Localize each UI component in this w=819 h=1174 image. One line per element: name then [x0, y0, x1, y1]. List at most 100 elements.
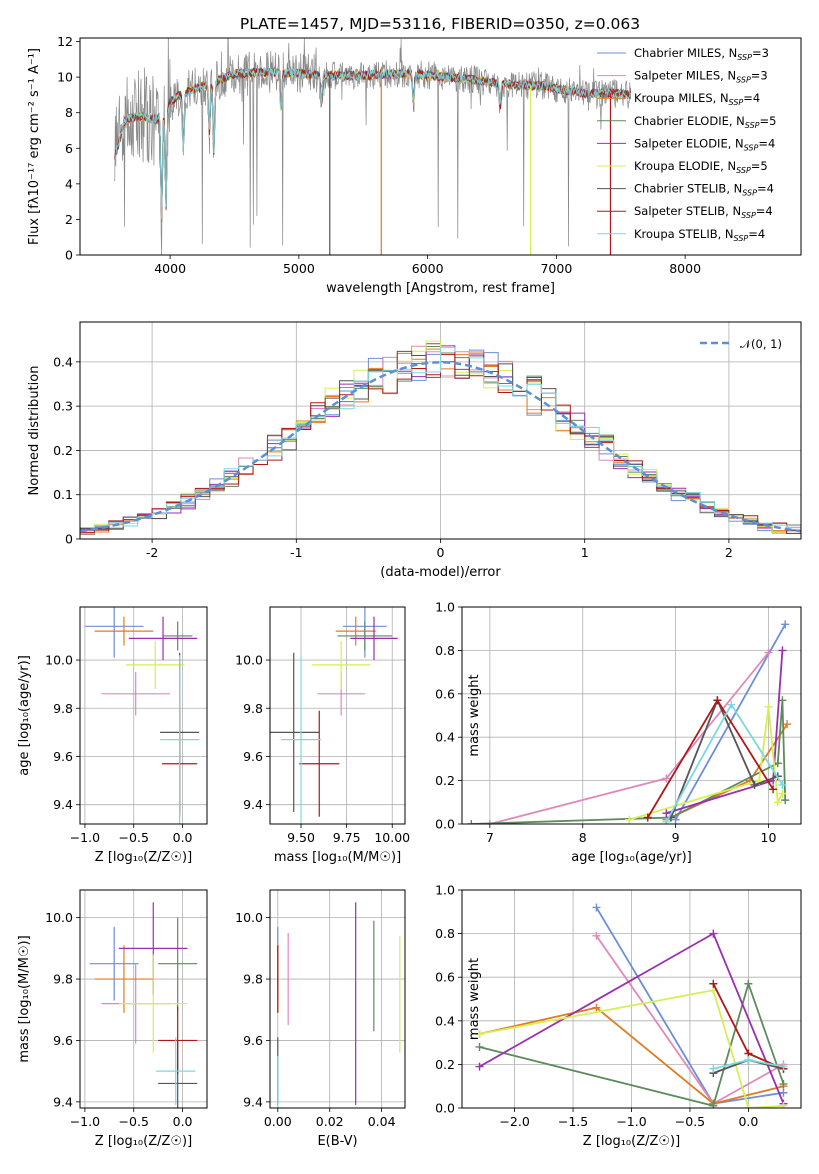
- y-tick-label: 9.8: [243, 701, 263, 716]
- y-tick-label: 0.0: [435, 817, 455, 832]
- weight-point-marker: [779, 1080, 788, 1089]
- legend-label-text: Chabrier ELODIE, N: [634, 114, 745, 128]
- panel-residuals: -2 -1 0 1 2 0 0.1 0.2 0.3 0.4 (data-model)/error No…: [27, 321, 802, 580]
- spectrum-legend: Chabrier MILES, N SSP =3 Salpeter MILES, N S…: [597, 46, 776, 243]
- y-tick-label: 4: [65, 176, 73, 191]
- x-axis-label: age [log₁₀(age/yr)]: [571, 850, 692, 865]
- y-tick-label: 2: [65, 212, 73, 227]
- weight-point-marker: [475, 1042, 484, 1051]
- x-tick-label: −0.5: [119, 1114, 149, 1129]
- x-tick-label: 0.0: [173, 1114, 193, 1129]
- legend-label-tail: =4: [748, 227, 765, 241]
- y-axis-label: mass weight: [467, 674, 482, 756]
- x-tick-label: 7: [486, 830, 494, 845]
- weight-series-line: [670, 697, 779, 818]
- gridlines: [270, 607, 405, 824]
- plot-area: [475, 903, 788, 1108]
- legend-label: Salpeter ELODIE, NSSP=4: [634, 136, 775, 152]
- legend-label-text: Chabrier MILES, N: [634, 46, 737, 60]
- x-tick-label: −2.0: [499, 1114, 529, 1129]
- gridlines: [462, 889, 801, 1109]
- weight-point-marker: [592, 931, 601, 940]
- weight-point-marker: [485, 820, 494, 824]
- x-tick-label: −1.0: [616, 1114, 646, 1129]
- legend-label-tail: =4: [743, 91, 760, 105]
- y-tick-label: 0.1: [53, 487, 73, 502]
- weight-point-marker: [592, 903, 601, 912]
- x-tick-label: 0.00: [264, 1114, 292, 1129]
- x-tick-label: −0.5: [675, 1114, 705, 1129]
- x-tick-label: 9.75: [333, 830, 361, 845]
- residual-histogram-step: [80, 347, 801, 529]
- x-tick-label: 0.0: [738, 1114, 758, 1129]
- legend-label-sub: SSP: [729, 98, 744, 107]
- weight-point-marker: [592, 1003, 601, 1012]
- y-tick-label: 0: [65, 532, 73, 547]
- weight-series-line: [471, 700, 787, 824]
- weight-series-line: [479, 1006, 784, 1105]
- y-tick-label: 0.0: [435, 1101, 455, 1116]
- weight-point-marker: [475, 1062, 484, 1071]
- y-tick-label: 0.3: [53, 399, 73, 414]
- y-tick-label: 9.6: [53, 749, 73, 764]
- plot-area: [114, 38, 632, 255]
- x-tick-label: 5000: [283, 261, 315, 276]
- axes-frame: [269, 606, 406, 825]
- x-tick-label: −1.0: [70, 830, 100, 845]
- legend-label: Chabrier ELODIE, NSSP=5: [634, 114, 776, 130]
- y-tick-label: 10.0: [45, 653, 73, 668]
- legend-label-sub: SSP: [744, 143, 759, 152]
- x-axis-label: Z [log₁₀(Z/Z☉)]: [583, 1134, 680, 1149]
- x-tick-label: 0.04: [368, 1114, 396, 1129]
- legend-label-tail: =3: [752, 46, 769, 60]
- plot-area: [467, 620, 792, 824]
- weight-point-marker: [764, 702, 773, 711]
- y-tick-label: 9.8: [53, 701, 73, 716]
- x-axis-label: (data-model)/error: [380, 565, 501, 580]
- weight-point-marker: [625, 815, 634, 824]
- legend-label-sub: SSP: [734, 234, 749, 243]
- weight-point-marker: [475, 1029, 484, 1038]
- y-tick-label: 9.4: [243, 797, 263, 812]
- weight-point-marker: [467, 820, 476, 824]
- legend-label-tail: =5: [751, 159, 768, 173]
- x-axis-label: mass [log₁₀(M/M☉)]: [274, 850, 401, 865]
- x-tick-label: 8000: [669, 261, 701, 276]
- x-tick-label: -2: [146, 545, 158, 560]
- y-axis-label: age [log₁₀(age/yr)]: [17, 655, 32, 776]
- panel-mass_vs_Z: −1.0 −0.5 0.0 9.4 9.6 9.8 10.0 Z [log₁₀(Z/Z☉)] m…: [17, 889, 208, 1149]
- weight-point-marker: [713, 696, 722, 705]
- x-axis-label: E(B-V): [317, 1134, 357, 1149]
- y-tick-label: 9.4: [243, 1094, 263, 1109]
- legend-label-text: Salpeter MILES, N: [634, 69, 736, 83]
- normal-reference-curve: [80, 361, 801, 533]
- x-tick-label: −0.5: [119, 830, 149, 845]
- y-axis-label: Normed distribution: [27, 366, 42, 496]
- weight-point-marker: [744, 1104, 753, 1108]
- weight-series-line: [489, 652, 770, 824]
- panel-weight_vs_Z: −2.0 −1.5 −1.0 −0.5 0.0 0.0 0.2 0.4 0.6 0.8 1.0 Z […: [435, 883, 802, 1149]
- observed-spectrum-line: [114, 38, 632, 255]
- x-tick-label: 9: [672, 830, 680, 845]
- legend-label-sub: SSP: [741, 211, 756, 220]
- y-tick-label: 0.2: [435, 1057, 455, 1072]
- y-tick-label: 10.0: [235, 910, 263, 925]
- weight-point-marker: [662, 809, 671, 818]
- y-tick-label: 0: [65, 248, 73, 263]
- panel-age_vs_Z: −1.0 −0.5 0.0 9.4 9.6 9.8 10.0 Z [log₁₀(Z/Z☉)] a…: [17, 606, 208, 865]
- weight-point-marker: [778, 646, 787, 655]
- weight-point-marker: [709, 1101, 718, 1108]
- legend-label: Kroupa STELIB, NSSP=4: [634, 227, 765, 243]
- weight-point-marker: [783, 720, 792, 729]
- x-tick-label: 0: [437, 545, 445, 560]
- legend-label-sub: SSP: [745, 121, 760, 130]
- plot-area: [84, 607, 200, 824]
- x-tick-label: −1.5: [558, 1114, 588, 1129]
- y-tick-label: 0.8: [435, 643, 455, 658]
- legend-label-text: Kroupa STELIB, N: [634, 227, 734, 241]
- axes-frame: [461, 889, 802, 1109]
- y-tick-label: 1.0: [435, 883, 455, 898]
- plot-area: [270, 607, 398, 824]
- y-tick-label: 0.4: [435, 730, 455, 745]
- panel-spectrum: 4000 5000 6000 7000 8000 0 2 4 6 8 10 12 wavelength …: [27, 34, 802, 296]
